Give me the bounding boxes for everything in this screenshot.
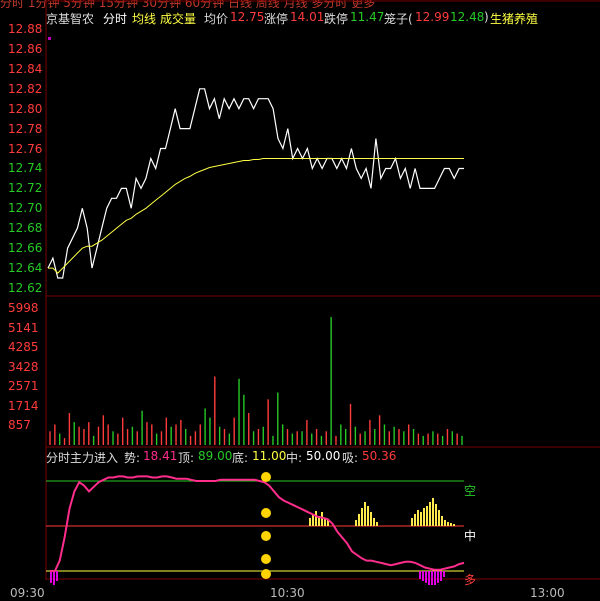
- volume-tick-label: 857: [8, 418, 31, 433]
- volume-tick-label: 5141: [8, 320, 39, 335]
- signal-dot: [261, 569, 271, 579]
- price-tick-label: 12.72: [8, 181, 43, 196]
- cage-close: ): [484, 10, 489, 24]
- price-tick-label: 12.76: [8, 141, 43, 156]
- cage-high: 12.99: [415, 10, 450, 24]
- cage-low: 12.48: [450, 10, 485, 24]
- zhong-label: 中:: [286, 451, 303, 465]
- limit-up-value: 14.01: [290, 10, 325, 24]
- price-tick-label: 12.80: [8, 101, 43, 116]
- limit-up-label: 涨停: [264, 12, 289, 26]
- price-tick-label: 12.84: [8, 61, 43, 76]
- time-label-1030: 10:30: [270, 586, 305, 600]
- shi-label: 势:: [124, 451, 141, 465]
- volume-label[interactable]: 成交量: [160, 12, 197, 26]
- time-label-1300: 13:00: [530, 586, 565, 600]
- shi-value: 18.41: [143, 449, 178, 463]
- indicator-title[interactable]: 分时主力进入: [46, 451, 119, 465]
- time-label-0930: 09:30: [10, 586, 45, 600]
- info-bar: 京基智农 分时 均线 成交量 均价 12.75 涨停 14.01 跌停 11.4…: [0, 10, 600, 26]
- price-tick-label: 12.74: [8, 161, 43, 176]
- price-tick-label: 12.82: [8, 81, 43, 96]
- tab-labels[interactable]: 分时 1分钟 5分钟 15分钟 30分钟 60分钟 日线 周线 月线 多分时 更…: [0, 0, 376, 8]
- volume-tick-label: 4285: [8, 340, 39, 355]
- period-tabs[interactable]: 分时 1分钟 5分钟 15分钟 30分钟 60分钟 日线 周线 月线 多分时 更…: [0, 0, 600, 8]
- volume-tick-label: 3428: [8, 359, 39, 374]
- signal-dot: [261, 472, 271, 482]
- price-tick-label: 12.62: [8, 281, 43, 295]
- price-tick-label: 12.88: [8, 22, 43, 36]
- volume-tick-label: 5998: [8, 301, 39, 315]
- avg-line-label[interactable]: 均线: [132, 12, 157, 26]
- limit-down-value: 11.47: [350, 10, 385, 24]
- stock-name[interactable]: 京基智农: [46, 12, 95, 26]
- di-value: 11.00: [252, 449, 287, 463]
- price-tick-label: 12.68: [8, 221, 43, 236]
- duo-marker: 多: [464, 573, 477, 587]
- price-tick-label: 12.70: [8, 201, 43, 216]
- limit-down-label: 跌停: [324, 12, 349, 26]
- volume-tick-label: 2571: [8, 379, 39, 394]
- avg-price-line: [48, 158, 464, 274]
- price-tick-label: 12.86: [8, 41, 43, 56]
- price-tick-label: 12.64: [8, 261, 43, 276]
- price-line: [47, 88, 464, 279]
- marker-dot: [48, 37, 51, 40]
- price-tick-label: 12.78: [8, 121, 43, 136]
- kong-marker: 空: [464, 484, 477, 498]
- price-tick-label: 12.66: [8, 241, 43, 256]
- indicator-line: [50, 475, 465, 572]
- ding-label: 顶:: [178, 451, 195, 465]
- xi-label: 吸:: [342, 451, 359, 465]
- avg-price-value: 12.75: [230, 10, 265, 24]
- xi-value: 50.36: [362, 449, 397, 463]
- zhong-value: 50.00: [306, 449, 341, 463]
- cage-label: 笼子(: [384, 12, 413, 26]
- signal-dot: [261, 508, 271, 518]
- mode-label[interactable]: 分时: [103, 12, 128, 26]
- avg-price-label: 均价: [204, 12, 229, 26]
- concept-tag[interactable]: 生猪养殖: [490, 12, 539, 26]
- signal-dot: [261, 531, 271, 541]
- signal-dot: [261, 554, 271, 564]
- volume-tick-label: 1714: [8, 398, 39, 413]
- di-label: 底:: [232, 451, 249, 465]
- ding-value: 89.00: [198, 449, 233, 463]
- zhong-marker: 中: [464, 529, 477, 543]
